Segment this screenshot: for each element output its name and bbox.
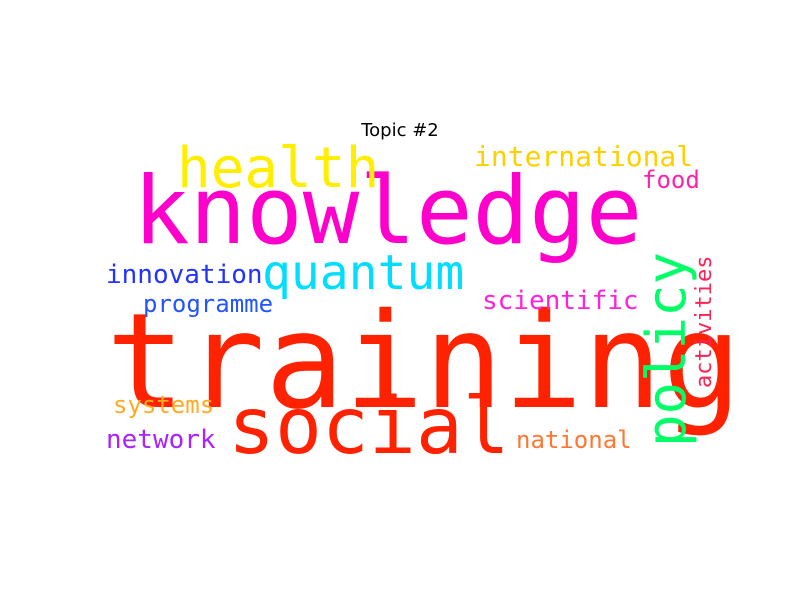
word-policy: policy <box>635 251 698 447</box>
word-innovation: innovation <box>106 260 263 290</box>
chart-title: Topic #2 <box>361 120 439 141</box>
word-knowledge: knowledge <box>133 157 643 266</box>
word-social: social <box>228 382 510 472</box>
word-international: international <box>474 140 694 173</box>
word-national: national <box>516 426 632 454</box>
word-training: training <box>106 285 742 439</box>
word-scientific: scientific <box>482 286 639 316</box>
word-food: food <box>642 166 700 194</box>
word-health: health <box>177 136 380 201</box>
word-quantum: quantum <box>262 245 465 301</box>
word-programme: programme <box>143 290 274 318</box>
word-activities: activities <box>692 255 717 388</box>
word-systems: systems <box>113 391 215 419</box>
word-network: network <box>106 425 216 455</box>
